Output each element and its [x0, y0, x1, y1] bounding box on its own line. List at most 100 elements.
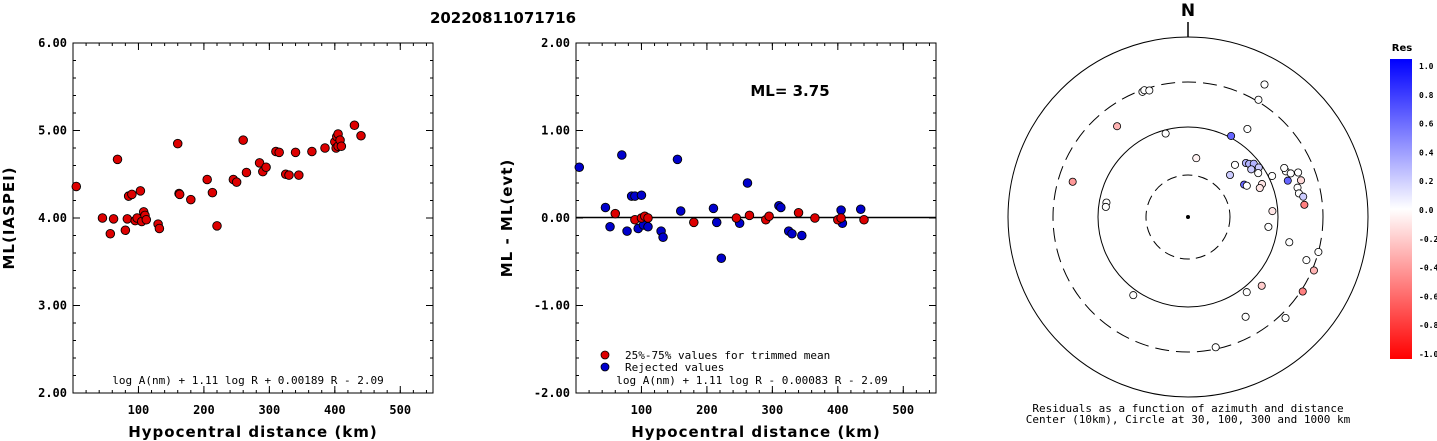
rejected-residual-point: [605, 221, 615, 232]
rejected-residual-point: [855, 204, 866, 214]
station-residual-marker: [1101, 202, 1110, 211]
y-tick-label: 1.00: [541, 124, 570, 138]
plot1-x-ticks: 100 200 300 400 500: [72, 43, 427, 417]
colorbar-tick-label: -0.8: [1419, 321, 1437, 330]
station-ml-point: [231, 177, 242, 187]
colorbar-tick-label: -0.2: [1419, 235, 1437, 244]
plot1-y-axis-label: ML(IASPEI): [0, 166, 18, 269]
colorbar-tick-label: 0.8: [1419, 91, 1434, 100]
station-ml-point: [108, 214, 119, 224]
station-ml-point: [356, 130, 366, 141]
legend-trimmed-label: 25%-75% values for trimmed mean: [625, 349, 830, 362]
residual-colorbar: Res 1.0 0.8 0.6 0.4 0.2 0.0 -0.2 -0.4 -0.6 -0.8 -1…: [1390, 43, 1437, 359]
station-ml-point: [349, 120, 360, 130]
station-ml-point: [127, 189, 137, 200]
x-tick-label: 200: [193, 403, 215, 417]
station-residual-marker: [1286, 169, 1295, 178]
plot2-y-axis-label: ML - ML(evt): [498, 159, 516, 277]
station-residual-marker: [1113, 122, 1122, 131]
rejected-residual-point: [617, 150, 627, 160]
station-ml-point: [207, 187, 218, 198]
colorbar-tick-label: -0.4: [1419, 264, 1437, 273]
station-ml-point: [294, 170, 304, 180]
station-residual-marker: [1281, 313, 1290, 322]
station-ml-point: [105, 228, 116, 239]
polar-points: [1068, 80, 1323, 352]
residual-vs-distance-panel: -2.00 -1.00 0.00 1.00 2.00 100 200 300 400 500 M…: [498, 36, 937, 441]
colorbar-tick-label: 0.0: [1419, 206, 1434, 215]
y-tick-label: 3.00: [38, 299, 67, 313]
rejected-residual-point: [600, 202, 611, 213]
trimmed-residual-point: [764, 211, 774, 221]
ring-30km: [1145, 174, 1231, 260]
plot2-formula: log A(nm) + 1.11 log R - 0.00083 R - 2.0…: [616, 374, 888, 387]
station-residual-marker: [1283, 176, 1292, 185]
station-residual-marker: [1299, 192, 1308, 201]
residual-polar-plot: N Residuals as a function of azimuth and…: [1007, 1, 1369, 426]
plot1-y-ticks: 2.00 3.00 4.00 5.00 6.00: [38, 36, 433, 400]
station-ml-point: [307, 146, 317, 157]
x-tick-label: 200: [696, 403, 718, 417]
station-residual-marker: [1129, 291, 1138, 300]
station-residual-marker: [1243, 124, 1252, 133]
rejected-residual-point: [716, 253, 727, 263]
y-tick-label: 2.00: [38, 386, 67, 400]
trimmed-residual-point: [744, 210, 755, 221]
north-label: N: [1181, 1, 1195, 21]
colorbar-tick-labels: 1.0 0.8 0.6 0.4 0.2 0.0 -0.2 -0.4 -0.6 -0.8 -1.0: [1419, 62, 1437, 359]
x-tick-label: 100: [128, 403, 150, 417]
rejected-residual-point: [622, 226, 632, 236]
ring-300km: [1052, 81, 1324, 353]
station-residual-marker: [1068, 177, 1077, 186]
rejected-residual-point: [711, 217, 722, 228]
trimmed-residual-point: [643, 213, 653, 223]
colorbar-tick-label: -1.0: [1419, 350, 1437, 359]
station-residual-marker: [1254, 169, 1263, 178]
trimmed-residual-point: [793, 207, 804, 218]
plot2-x-ticks: 100 200 300 400 500: [575, 43, 930, 417]
station-ml-point: [290, 147, 301, 158]
station-residual-marker: [1161, 129, 1170, 138]
station-ml-point: [320, 143, 330, 153]
rejected-residual-point: [672, 154, 683, 165]
station-residual-marker: [1145, 86, 1154, 95]
station-residual-marker: [1309, 266, 1318, 275]
rejected-residual-point: [675, 206, 686, 216]
epicenter-dot: [1186, 215, 1190, 219]
station-ml-point: [241, 167, 252, 178]
station-residual-marker: [1294, 168, 1303, 177]
y-tick-label: -2.00: [534, 386, 570, 400]
y-tick-label: 5.00: [38, 124, 67, 138]
station-residual-marker: [1300, 200, 1309, 209]
colorbar-tick-label: 0.2: [1419, 177, 1434, 186]
y-tick-label: 4.00: [38, 211, 67, 225]
colorbar-tick-label: 0.4: [1419, 148, 1434, 157]
station-ml-point: [172, 138, 183, 149]
station-ml-point: [120, 225, 131, 235]
trimmed-residual-point: [731, 213, 742, 223]
station-ml-point: [135, 186, 146, 196]
plot1-formula: log A(nm) + 1.11 log R + 0.00189 R - 2.0…: [112, 374, 384, 387]
plot2-x-axis-label: Hypocentral distance (km): [631, 423, 881, 441]
rejected-residual-point: [708, 203, 719, 214]
station-residual-marker: [1264, 222, 1273, 231]
y-tick-label: 0.00: [541, 211, 570, 225]
trimmed-residual-point: [610, 208, 621, 219]
station-residual-marker: [1285, 238, 1294, 247]
station-residual-marker: [1296, 176, 1305, 185]
polar-caption-line2: Center (10km), Circle at 30, 100, 300 an…: [1026, 413, 1351, 426]
station-residual-marker: [1254, 95, 1263, 104]
station-residual-marker: [1241, 312, 1250, 321]
rejected-residual-point: [836, 205, 846, 215]
station-ml-point: [154, 223, 165, 234]
legend-rejected-marker: [600, 362, 610, 372]
trimmed-residual-point: [810, 213, 820, 223]
rejected-residual-point: [574, 162, 585, 172]
station-ml-point: [112, 154, 123, 165]
rejected-residual-point: [787, 228, 797, 239]
station-ml-point: [336, 141, 347, 151]
station-ml-point: [284, 170, 294, 180]
plot2-points: [574, 150, 869, 263]
x-tick-label: 500: [389, 403, 411, 417]
